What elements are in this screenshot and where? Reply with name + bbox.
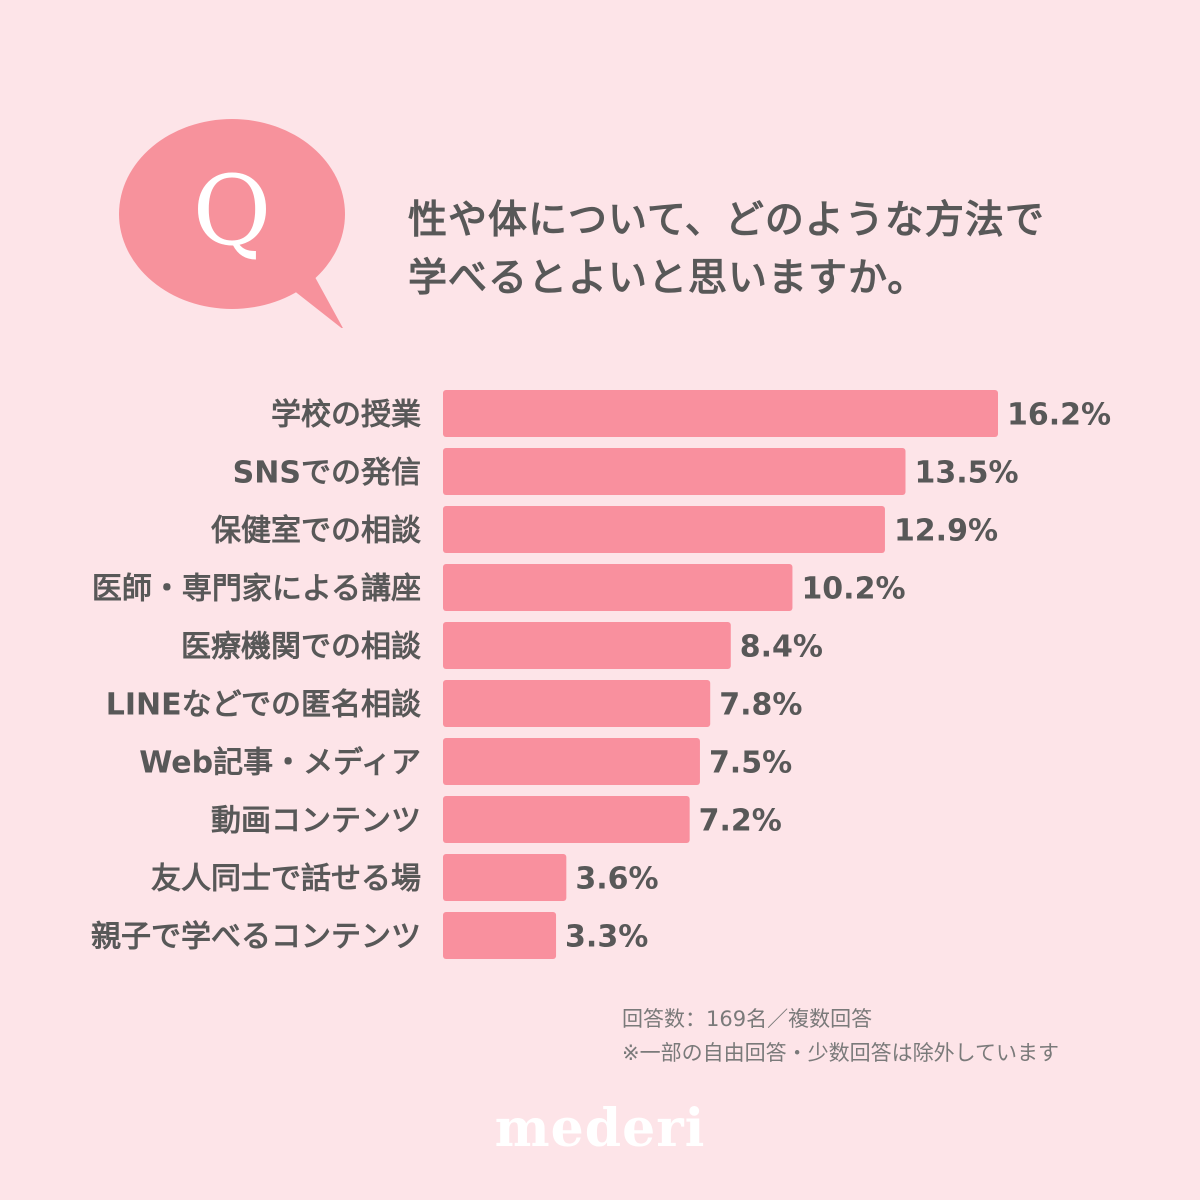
footnotes: 回答数：169名／複数回答 ※一部の自由回答・少数回答は除外しています: [622, 1002, 1059, 1070]
category-label: LINEなどでの匿名相談: [106, 688, 422, 723]
bar: [443, 796, 690, 843]
value-label: 13.5%: [915, 456, 1019, 491]
bar-chart: 学校の授業 16.2% SNSでの発信 13.5% 保健室での相談 12.9% 医師・専門家…: [91, 390, 1111, 959]
value-label: 3.6%: [575, 862, 658, 897]
category-label: 友人同士で話せる場: [151, 862, 421, 897]
brand-logo: mederi: [494, 1098, 706, 1159]
bar: [443, 564, 793, 611]
value-label: 7.5%: [709, 746, 792, 781]
question-bubble: Q: [118, 118, 348, 328]
bar: [443, 680, 711, 727]
question-badge: Q: [193, 155, 272, 267]
respondent-count: 回答数：169名／複数回答: [622, 1007, 873, 1031]
bar: [443, 912, 557, 959]
bar: [443, 506, 885, 553]
category-label: 医師・専門家による講座: [92, 572, 421, 607]
value-label: 12.9%: [894, 514, 998, 549]
category-label: 医療機関での相談: [181, 630, 422, 665]
category-label: 動画コンテンツ: [211, 804, 421, 839]
bar: [443, 738, 700, 785]
question-title: 性や体について、どのような方法で 学べるとよいと思いますか。: [408, 192, 1045, 308]
category-label: 親子で学べるコンテンツ: [91, 920, 421, 955]
question-line-1: 性や体について、どのような方法で: [408, 198, 1045, 243]
bar: [443, 448, 906, 495]
bar: [443, 390, 998, 437]
category-label: 保健室での相談: [211, 514, 422, 549]
category-label: 学校の授業: [271, 398, 421, 433]
speech-bubble-icon: Q: [119, 119, 345, 328]
exclusion-note: ※一部の自由回答・少数回答は除外しています: [622, 1041, 1059, 1065]
category-label: SNSでの発信: [233, 456, 421, 491]
value-label: 3.3%: [565, 920, 648, 955]
value-label: 7.8%: [719, 688, 802, 723]
category-label: Web記事・メディア: [139, 746, 421, 781]
bar: [443, 622, 731, 669]
question-line-2: 学べるとよいと思いますか。: [408, 256, 928, 301]
value-label: 8.4%: [740, 630, 823, 665]
value-label: 10.2%: [801, 572, 905, 607]
value-label: 7.2%: [699, 804, 782, 839]
value-label: 16.2%: [1007, 398, 1111, 433]
bar: [443, 854, 567, 901]
